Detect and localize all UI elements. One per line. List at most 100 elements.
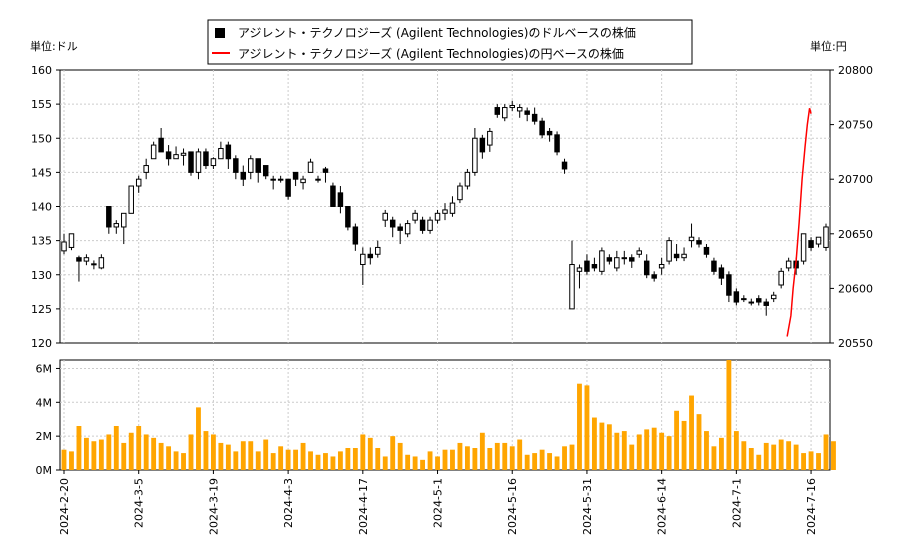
candle-body	[360, 253, 366, 266]
volume-bar	[315, 454, 321, 470]
volume-bar	[225, 444, 231, 470]
volume-bar	[599, 422, 605, 470]
candle-body	[666, 240, 672, 262]
candle-body	[113, 223, 120, 228]
volume-bar	[577, 383, 582, 470]
volume-bar	[91, 441, 97, 470]
candle-body	[576, 267, 583, 272]
volume-bar	[233, 451, 239, 470]
candle-body	[262, 165, 269, 177]
legend-marker-usd	[215, 28, 225, 38]
volume-bar	[621, 431, 627, 470]
volume-bar	[128, 432, 134, 470]
candle-body	[546, 130, 553, 136]
volume-bar	[733, 431, 739, 470]
volume-bar	[554, 456, 560, 470]
candle-body	[673, 253, 680, 259]
volume-bar	[509, 446, 515, 470]
volume-bar	[427, 451, 433, 470]
x-tick-label: 2024-6-14	[656, 478, 669, 535]
volume-bar	[61, 449, 67, 470]
volume-bar	[158, 442, 164, 470]
volume-bar	[547, 453, 553, 470]
volume-bar	[479, 432, 485, 470]
volume-bar	[188, 434, 194, 470]
volume-bar	[330, 456, 336, 470]
volume-bar	[248, 441, 254, 470]
candle-body	[382, 212, 388, 221]
volume-bar	[614, 432, 620, 470]
candle-body	[345, 206, 351, 228]
x-tick-label: 2024-2-20	[58, 478, 71, 535]
candle-body	[375, 246, 381, 255]
volume-bar	[726, 360, 732, 470]
candle-body	[91, 263, 97, 266]
volume-bar	[76, 426, 82, 470]
volume-bar	[382, 456, 388, 470]
left-tick-label: 135	[31, 235, 52, 248]
volume-bar	[704, 431, 709, 470]
candle-body	[599, 250, 605, 272]
right-tick-label: 20750	[838, 119, 873, 132]
candle-body	[681, 253, 687, 259]
volume-bar	[636, 434, 642, 470]
candle-body	[614, 257, 620, 269]
candle-body	[367, 253, 374, 259]
right-tick-label: 20800	[838, 64, 873, 77]
candle-body	[718, 267, 725, 279]
candle-body	[225, 144, 232, 160]
volume-bar	[584, 385, 590, 470]
candlestick-series	[61, 100, 829, 316]
candle-body	[487, 130, 493, 146]
candle-body	[143, 165, 149, 173]
candle-body	[180, 152, 187, 156]
candle-body	[203, 151, 209, 167]
volume-bar	[569, 444, 575, 470]
candle-body	[658, 264, 665, 269]
candle-body	[121, 212, 127, 228]
volume-bar	[778, 439, 784, 470]
volume-bar	[711, 446, 717, 470]
candle-body	[106, 206, 112, 228]
candle-body	[135, 178, 142, 187]
x-tick-label: 2024-4-17	[357, 478, 370, 535]
candle-body	[494, 107, 501, 115]
right-tick-label: 20550	[838, 337, 873, 350]
candle-body	[643, 260, 650, 276]
volume-bar	[270, 453, 276, 470]
volume-bar	[591, 417, 597, 470]
volume-bar	[823, 434, 829, 470]
volume-tick-label: 0M	[36, 464, 53, 477]
candle-body	[98, 257, 105, 269]
x-tick-label: 2024-3-5	[133, 478, 146, 528]
candle-body	[76, 257, 82, 262]
volume-bar	[278, 446, 284, 470]
left-tick-label: 130	[31, 269, 52, 282]
volume-bar	[166, 446, 172, 470]
x-tick-label: 2024-5-31	[581, 478, 594, 535]
candle-body	[688, 236, 695, 242]
candle-body	[285, 178, 291, 197]
volume-tick-label: 4M	[36, 396, 53, 409]
volume-bar	[494, 442, 500, 470]
volume-bar	[352, 448, 358, 470]
volume-bar	[801, 453, 807, 470]
candle-body	[591, 264, 598, 269]
volume-bar	[793, 444, 799, 470]
candle-body	[808, 240, 814, 248]
volume-grid	[60, 360, 830, 470]
candle-body	[255, 158, 261, 173]
volume-bar	[435, 456, 440, 470]
candle-body	[472, 137, 478, 173]
candle-body	[233, 158, 239, 173]
volume-bars	[61, 360, 836, 470]
left-tick-label: 150	[31, 132, 52, 145]
candle-body	[434, 212, 441, 221]
volume-bar	[218, 442, 224, 470]
left-tick-label: 160	[31, 64, 52, 77]
volume-bar	[345, 448, 351, 470]
volume-bar	[390, 436, 396, 470]
candle-body	[733, 291, 740, 303]
candle-body	[785, 260, 792, 269]
